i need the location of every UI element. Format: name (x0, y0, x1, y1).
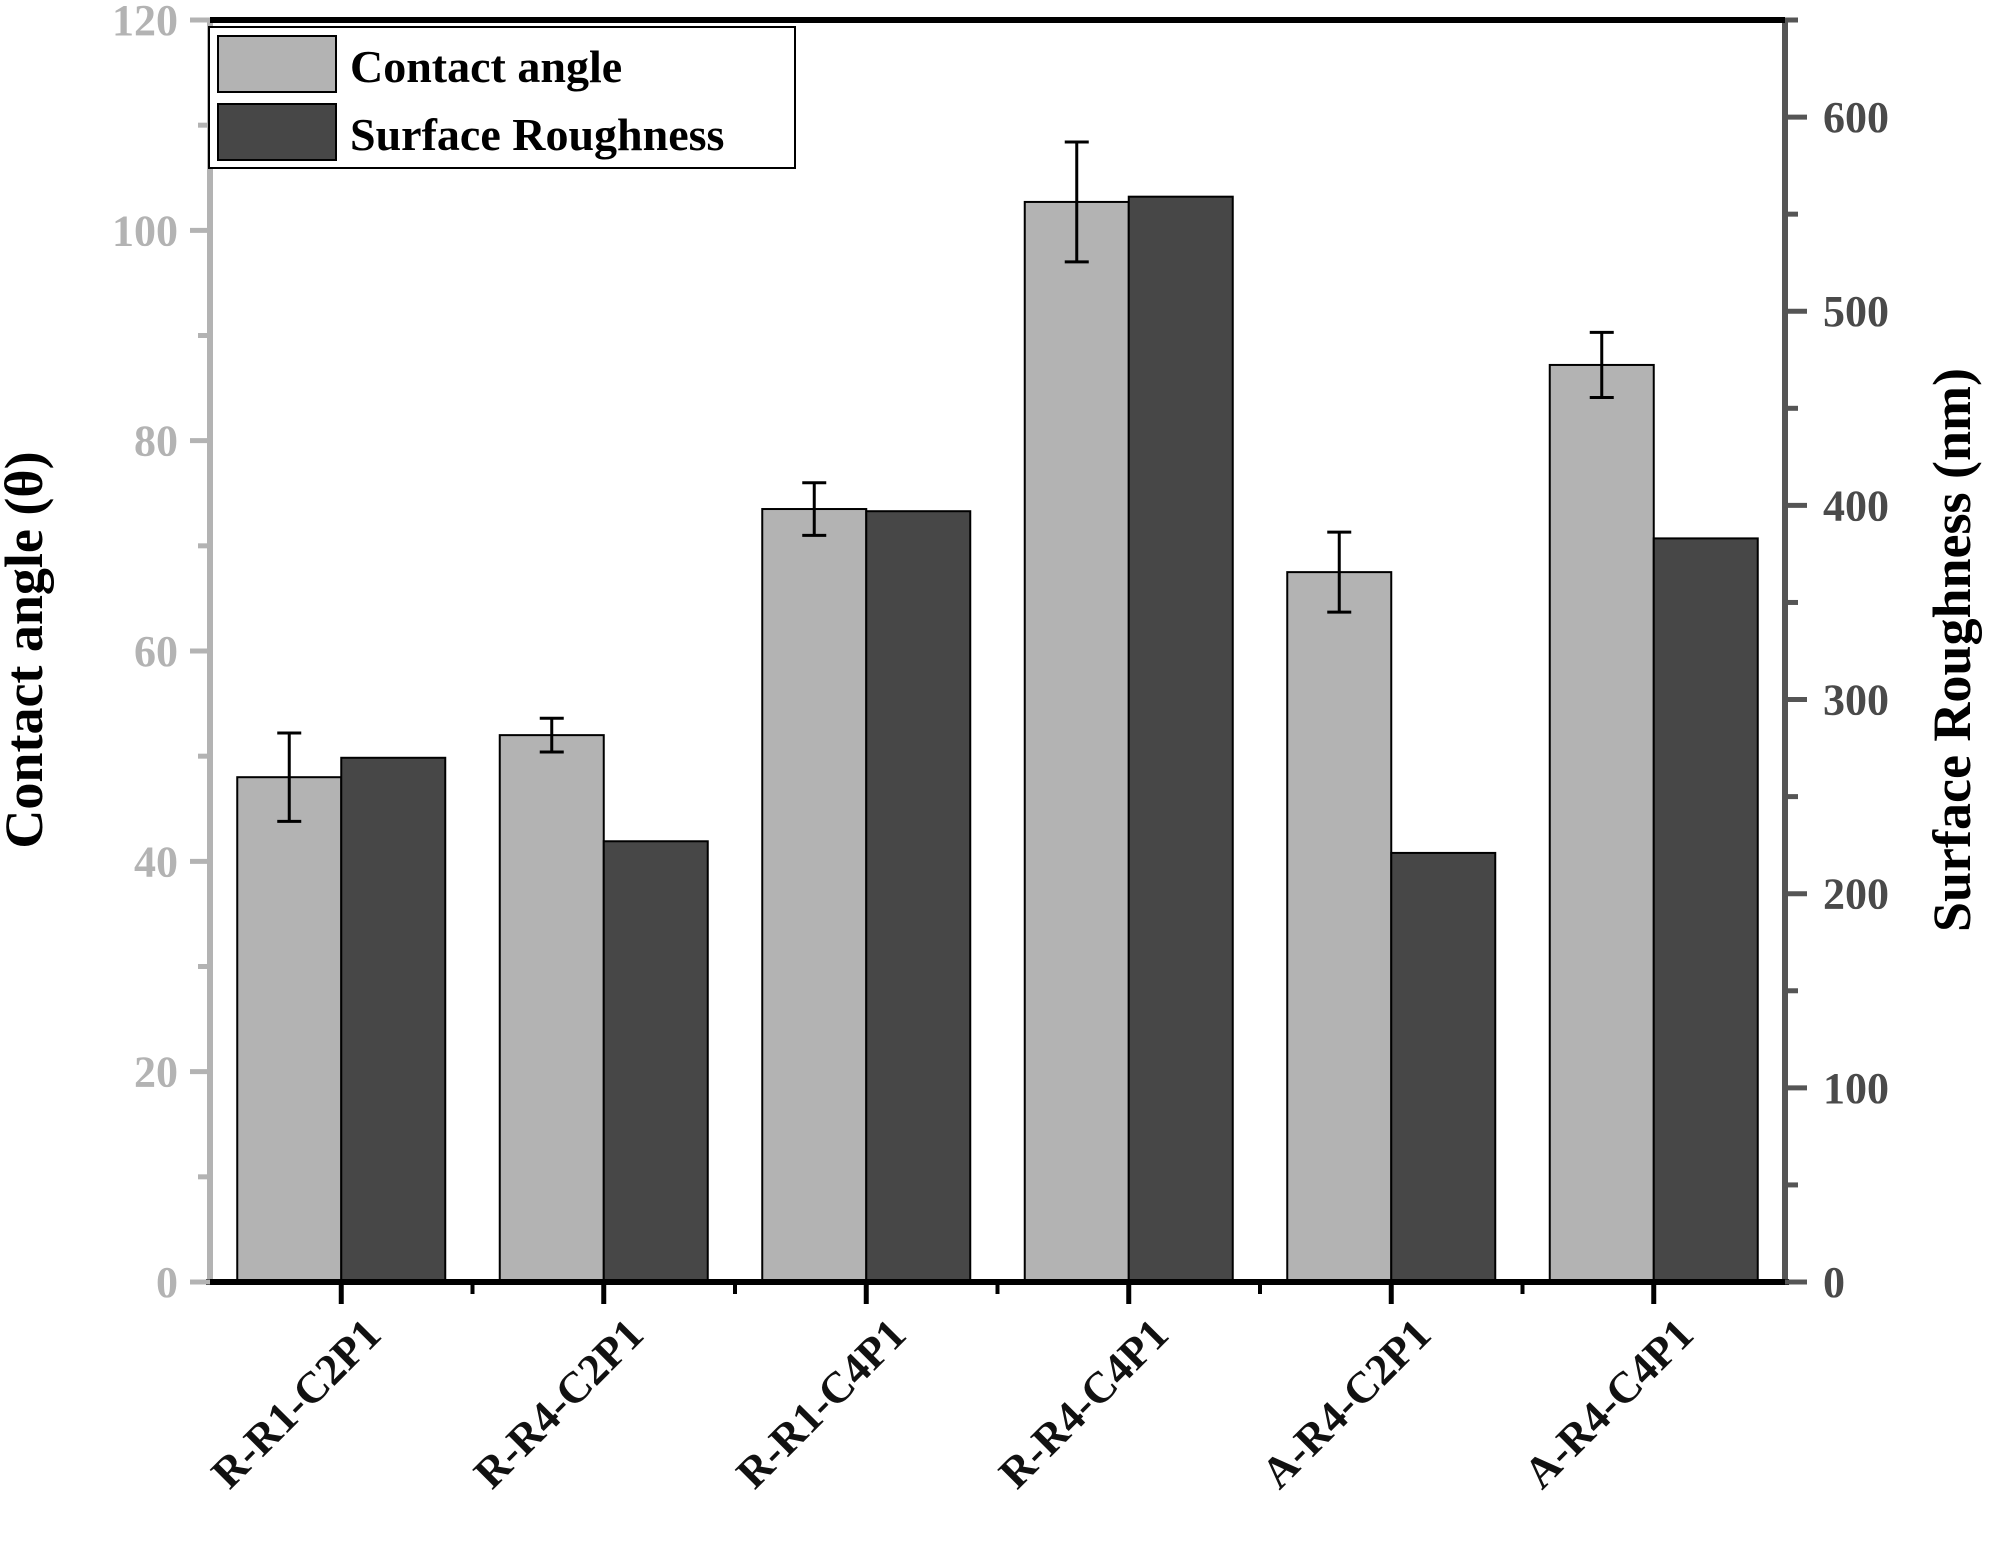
bar-surface-roughness (865, 510, 972, 1283)
right-tick-label: 400 (1823, 481, 1889, 530)
left-tick-label: 20 (134, 1048, 178, 1097)
left-tick-label: 100 (112, 206, 178, 255)
legend-label-contact-angle: Contact angle (350, 41, 622, 92)
bar-surface-roughness (602, 840, 709, 1283)
legend-swatch-surface-roughness (217, 103, 337, 161)
bars-layer (236, 140, 1759, 1283)
left-tick-label: 80 (134, 417, 178, 466)
right-tick-label: 600 (1823, 93, 1889, 142)
bar-contact-angle (761, 508, 868, 1283)
bar-contact-angle (1548, 363, 1655, 1283)
right-tick-label: 200 (1823, 870, 1889, 919)
left-tick-label: 120 (112, 0, 178, 45)
bar-surface-roughness (1127, 195, 1234, 1283)
bar-surface-roughness (1390, 851, 1497, 1283)
x-tick-label: A-R4-C4P1 (1514, 1309, 1702, 1497)
bar-contact-angle (498, 734, 605, 1283)
right-tick-label: 300 (1823, 676, 1889, 725)
bar-contact-angle (1286, 571, 1393, 1283)
left-tick-label: 60 (134, 627, 178, 676)
left-axis-title: Contact angle (θ) (0, 451, 54, 848)
legend: Contact angle Surface Roughness (208, 26, 796, 169)
left-tick-label: 40 (134, 837, 178, 886)
bar-surface-roughness (1652, 537, 1759, 1283)
bar-contact-angle (1023, 200, 1130, 1283)
right-axis-title: Surface Roughness (nm) (1922, 368, 1982, 932)
right-tick-label: 0 (1823, 1258, 1845, 1307)
right-tick-label: 100 (1823, 1064, 1889, 1113)
legend-swatch-contact-angle (217, 35, 337, 93)
x-tick-label: R-R4-C2P1 (464, 1309, 652, 1497)
x-tick-label: R-R1-C4P1 (727, 1309, 915, 1497)
x-tick-label: A-R4-C2P1 (1252, 1309, 1440, 1497)
right-tick-label: 500 (1823, 287, 1889, 336)
legend-label-surface-roughness: Surface Roughness (350, 109, 724, 160)
bar-contact-angle (236, 776, 343, 1283)
left-tick-label: 0 (156, 1258, 178, 1307)
bar-surface-roughness (340, 756, 447, 1283)
x-tick-label: R-R1-C2P1 (202, 1309, 390, 1497)
x-tick-label: R-R4-C4P1 (989, 1309, 1177, 1497)
